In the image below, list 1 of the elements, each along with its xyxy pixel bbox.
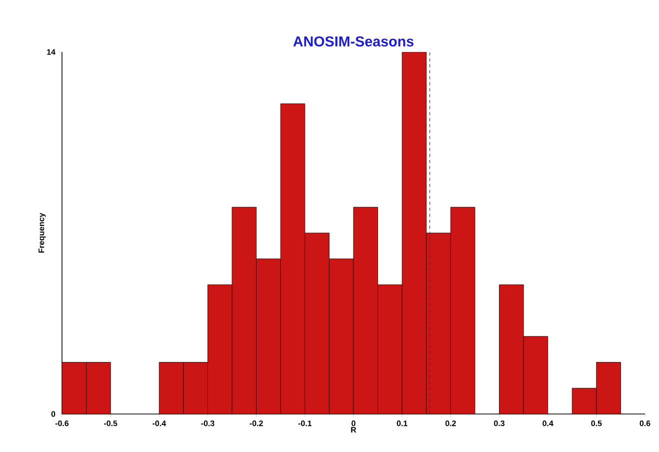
chart-title: ANOSIM-Seasons [293,36,414,46]
